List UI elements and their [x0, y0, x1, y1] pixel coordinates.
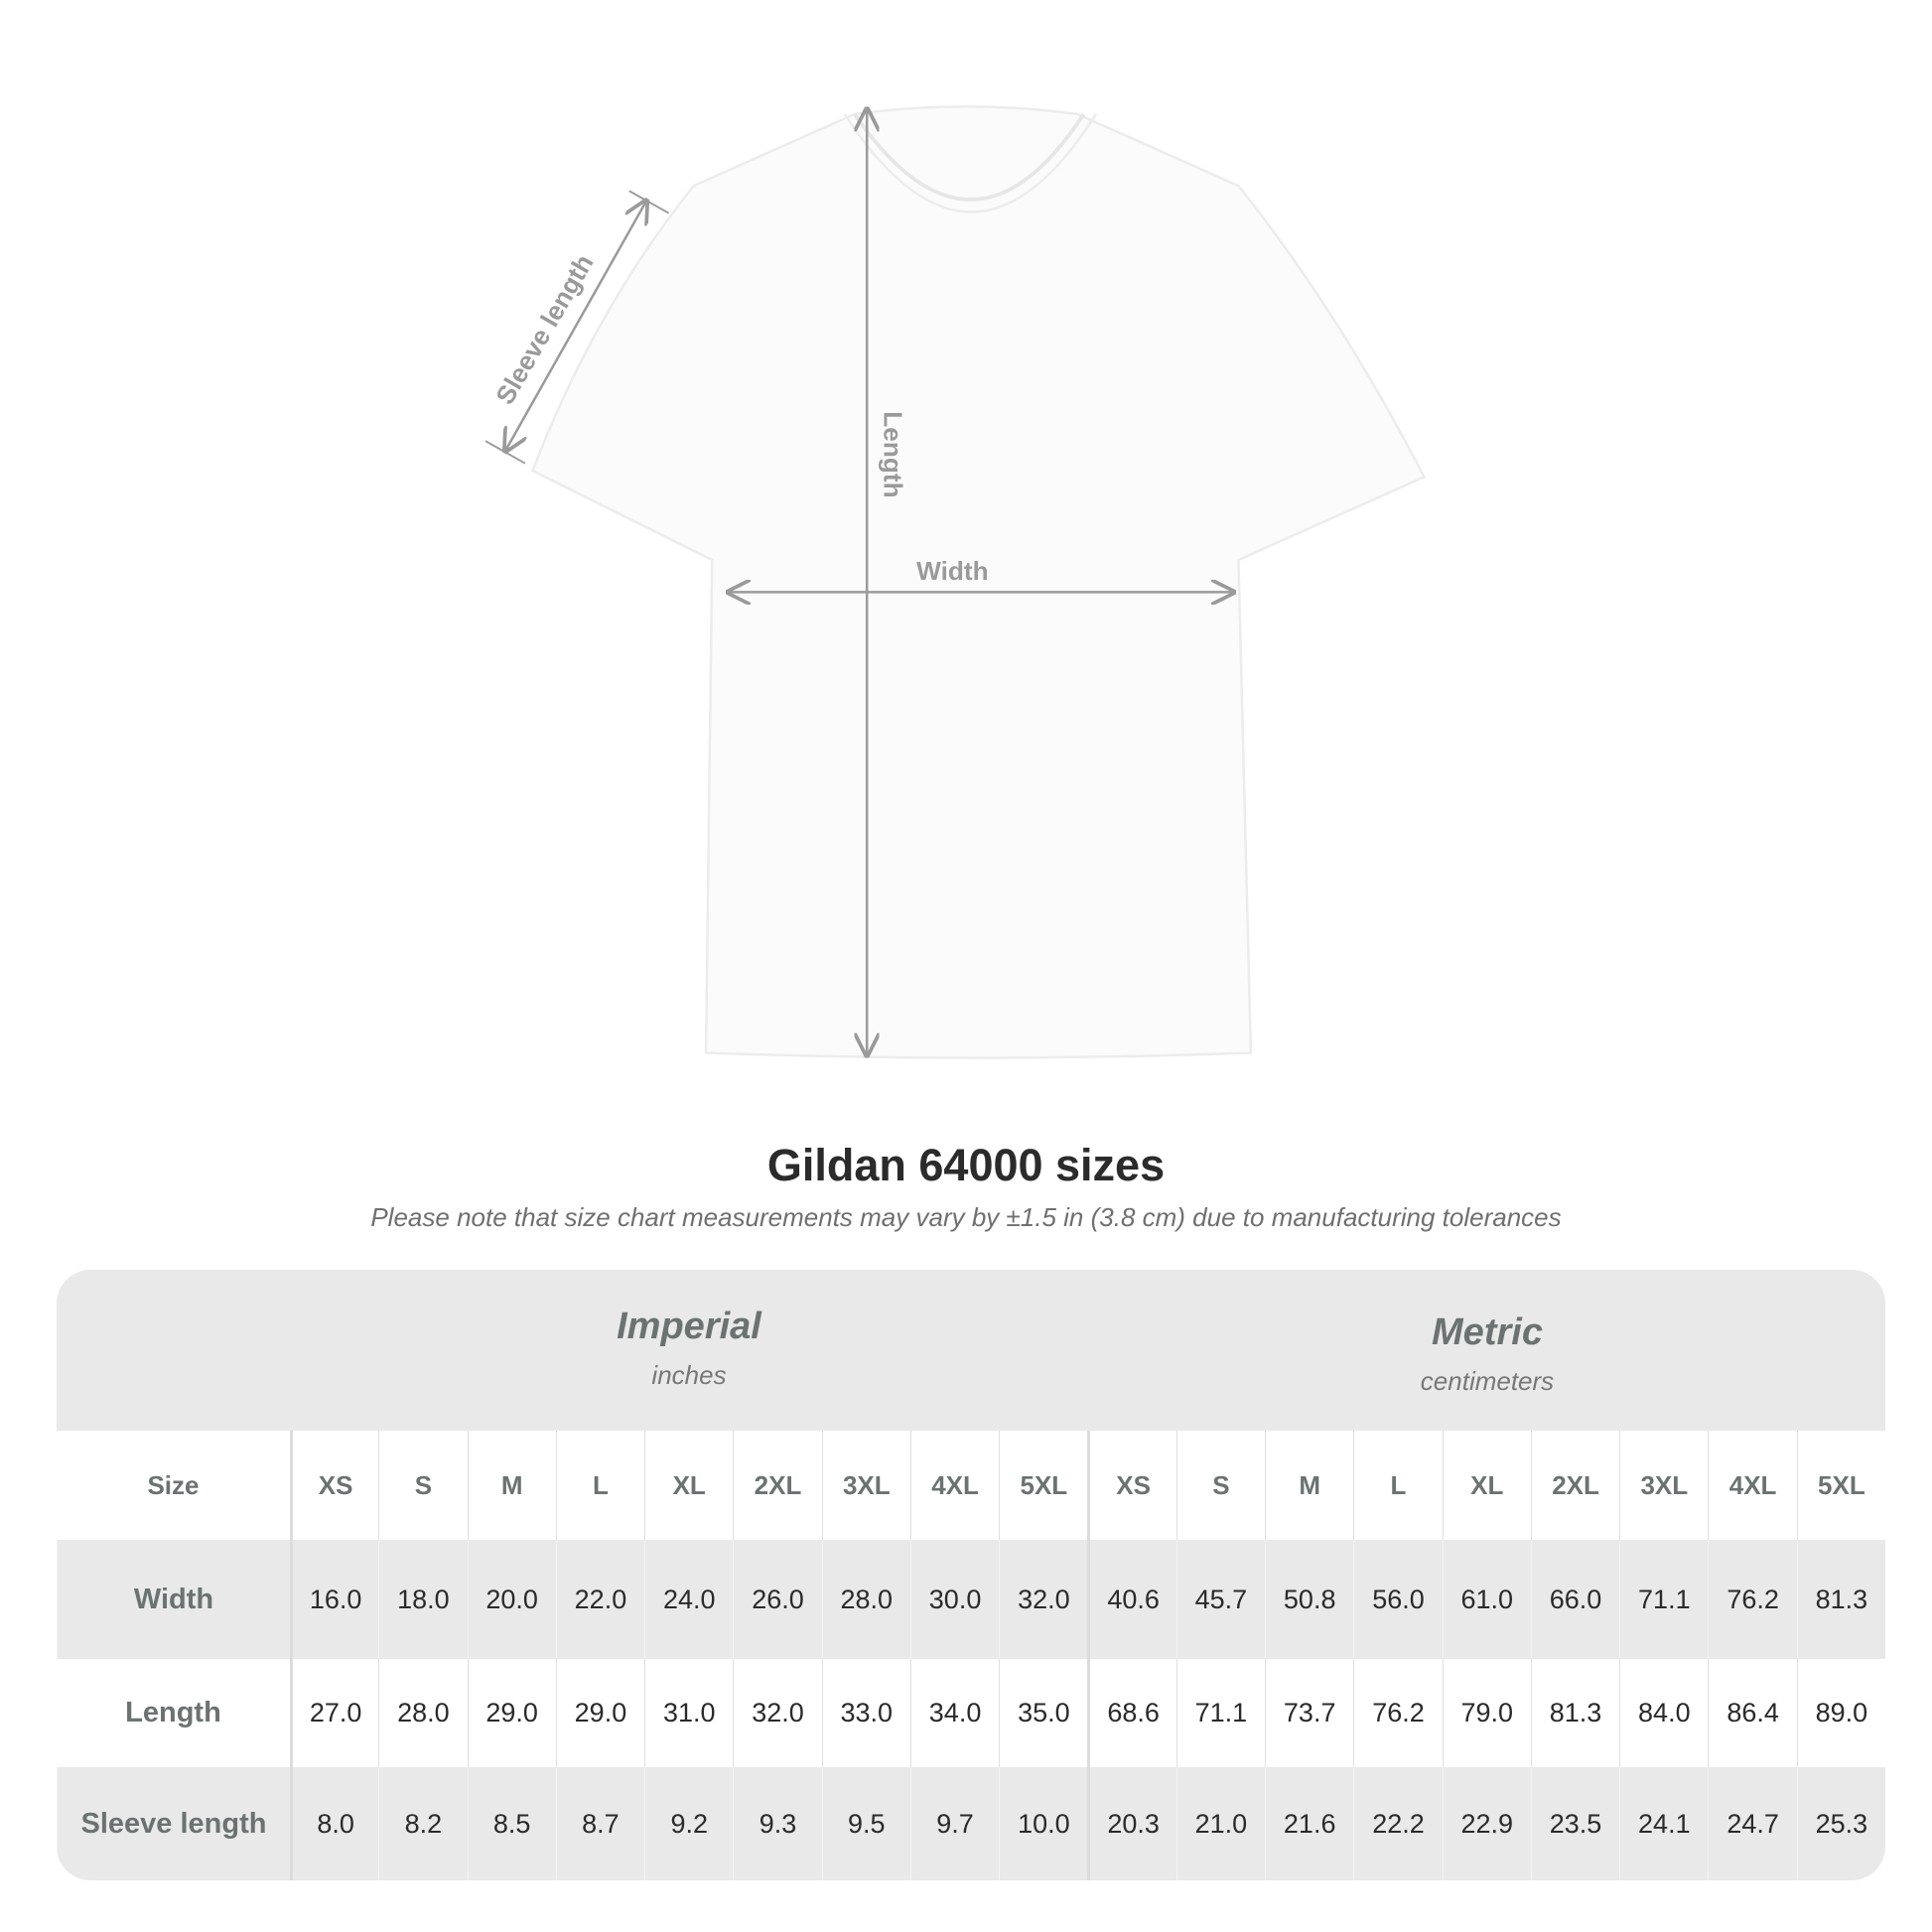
metric-value: 79.0 — [1442, 1659, 1531, 1767]
imperial-value: 35.0 — [999, 1659, 1087, 1767]
table-row: Sleeve length 8.0 8.2 8.5 8.7 9.2 9.3 9.5 9.7 10.… — [57, 1767, 1885, 1880]
metric-value: 84.0 — [1619, 1659, 1708, 1767]
metric-size-header: L — [1353, 1431, 1442, 1540]
metric-title: Metric — [1432, 1311, 1543, 1353]
imperial-value: 32.0 — [999, 1540, 1087, 1659]
metric-value: 21.6 — [1265, 1767, 1353, 1880]
imperial-value: 32.0 — [733, 1659, 821, 1767]
imperial-value: 22.0 — [555, 1540, 644, 1659]
metric-value: 25.3 — [1796, 1767, 1885, 1880]
imperial-size-header: 5XL — [999, 1431, 1087, 1540]
metric-value: 71.1 — [1619, 1540, 1708, 1659]
imperial-size-header: 2XL — [733, 1431, 821, 1540]
imperial-value: 8.2 — [378, 1767, 467, 1880]
imperial-value: 31.0 — [644, 1659, 733, 1767]
metric-value: 76.2 — [1708, 1540, 1796, 1659]
metric-value: 40.6 — [1087, 1540, 1175, 1659]
metric-value: 24.7 — [1708, 1767, 1796, 1880]
metric-value: 71.1 — [1175, 1659, 1265, 1767]
sleeve-arrow-tick — [484, 440, 526, 465]
metric-unit: centimeters — [1420, 1366, 1555, 1396]
tolerance-note: Please note that size chart measurements… — [370, 1202, 1562, 1232]
imperial-value: 24.0 — [644, 1540, 733, 1659]
imperial-size-header: S — [378, 1431, 467, 1540]
imperial-size-header: L — [555, 1431, 644, 1540]
metric-value: 66.0 — [1530, 1540, 1619, 1659]
imperial-value: 33.0 — [821, 1659, 910, 1767]
page-title: Gildan 64000 sizes — [766, 1140, 1166, 1190]
imperial-header: Imperial inches — [290, 1306, 1088, 1391]
imperial-value: 8.0 — [289, 1767, 378, 1880]
imperial-value: 9.5 — [821, 1767, 910, 1880]
imperial-value: 34.0 — [909, 1659, 999, 1767]
collar-line — [853, 112, 1086, 202]
metric-value: 81.3 — [1530, 1659, 1619, 1767]
metric-value: 50.8 — [1265, 1540, 1353, 1659]
imperial-size-header: M — [467, 1431, 556, 1540]
metric-value: 24.1 — [1619, 1767, 1708, 1880]
tshirt-diagram: Sleeve length Length Width — [484, 105, 1427, 1059]
imperial-value: 16.0 — [289, 1540, 378, 1659]
row-label: Length — [125, 1697, 221, 1728]
table-row: Width 16.0 18.0 20.0 22.0 24.0 26.0 28.0 30.0 32.… — [57, 1540, 1885, 1659]
row-label: Sleeve length — [57, 1767, 290, 1880]
metric-value: 22.9 — [1442, 1767, 1531, 1880]
imperial-size-header: 4XL — [909, 1431, 999, 1540]
imperial-value: 9.3 — [733, 1767, 821, 1880]
imperial-value: 20.0 — [467, 1540, 556, 1659]
metric-size-header: S — [1175, 1431, 1265, 1540]
metric-value: 56.0 — [1353, 1540, 1442, 1659]
imperial-value: 30.0 — [909, 1540, 999, 1659]
imperial-value: 29.0 — [555, 1659, 644, 1767]
imperial-unit: inches — [651, 1360, 727, 1390]
row-label: Width — [57, 1540, 290, 1659]
metric-value: 81.3 — [1796, 1540, 1885, 1659]
metric-value: 22.2 — [1353, 1767, 1442, 1880]
metric-value: 61.0 — [1442, 1540, 1531, 1659]
metric-value: 20.3 — [1087, 1767, 1175, 1880]
imperial-value: 18.0 — [378, 1540, 467, 1659]
metric-value: 73.7 — [1265, 1659, 1353, 1767]
metric-size-header: 4XL — [1708, 1431, 1796, 1540]
sleeve-arrow-tick — [628, 190, 670, 214]
imperial-value: 8.5 — [467, 1767, 556, 1880]
table-header — [57, 1270, 1885, 1431]
metric-value: 23.5 — [1530, 1767, 1619, 1880]
imperial-value: 9.7 — [909, 1767, 999, 1880]
length-label: Length — [879, 411, 908, 497]
width-label: Width — [916, 556, 988, 586]
metric-size-header: XL — [1442, 1431, 1531, 1540]
metric-size-header: 2XL — [1530, 1431, 1619, 1540]
metric-value: 45.7 — [1175, 1540, 1265, 1659]
imperial-title: Imperial — [617, 1306, 761, 1347]
metric-size-header: M — [1265, 1431, 1353, 1540]
imperial-value: 29.0 — [467, 1659, 556, 1767]
imperial-value: 27.0 — [289, 1659, 378, 1767]
metric-value: 86.4 — [1708, 1659, 1796, 1767]
imperial-size-header: XL — [644, 1431, 733, 1540]
sleeve-arrow — [505, 201, 646, 451]
metric-value: 89.0 — [1796, 1659, 1885, 1767]
metric-value: 76.2 — [1353, 1659, 1442, 1767]
imperial-value: 28.0 — [821, 1540, 910, 1659]
metric-header: Metric centimeters — [1088, 1311, 1885, 1397]
metric-size-header: XS — [1087, 1431, 1175, 1540]
imperial-value: 26.0 — [733, 1540, 821, 1659]
imperial-value: 9.2 — [644, 1767, 733, 1880]
metric-value: 21.0 — [1175, 1767, 1265, 1880]
table-row: Length 27.0 28.0 29.0 29.0 31.0 32.0 33.0 34.0 35… — [57, 1659, 1885, 1767]
imperial-value: 28.0 — [378, 1659, 467, 1767]
metric-value: 68.6 — [1087, 1659, 1175, 1767]
imperial-size-header: XS — [289, 1431, 378, 1540]
size-table: Imperial inches Metric centimeters Size X… — [57, 1270, 1885, 1880]
metric-size-header: 5XL — [1796, 1431, 1885, 1540]
size-label: Size — [147, 1469, 200, 1500]
imperial-value: 8.7 — [555, 1767, 644, 1880]
size-header-row: Size XS S M L XL 2XL 3XL 4XL 5XL XS S M L XL 2XL 3XL 4XL 5… — [57, 1431, 1885, 1540]
imperial-value: 10.0 — [999, 1767, 1087, 1880]
imperial-size-header: 3XL — [821, 1431, 910, 1540]
metric-size-header: 3XL — [1619, 1431, 1708, 1540]
